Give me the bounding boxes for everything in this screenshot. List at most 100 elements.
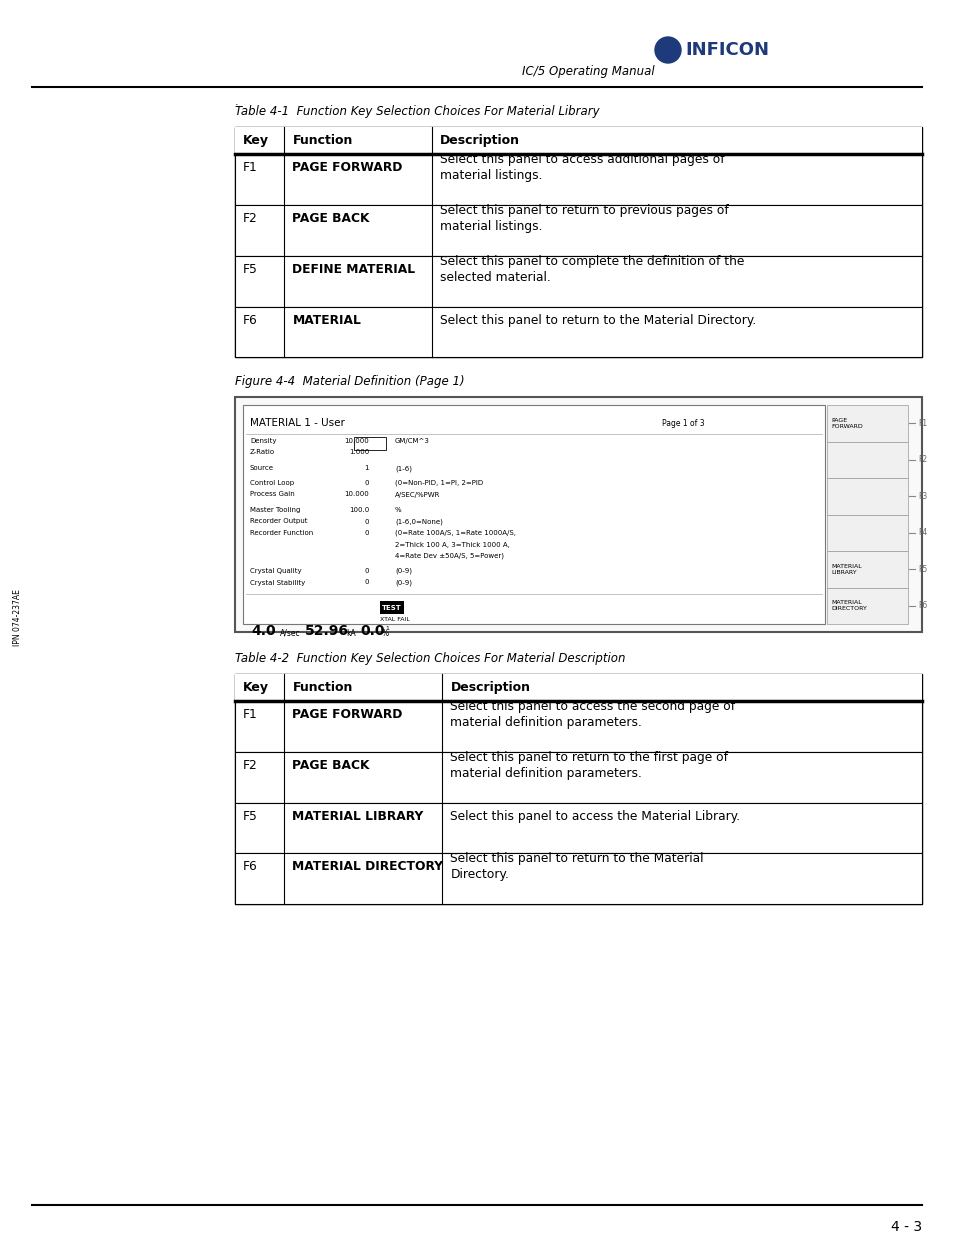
Text: kA: kA [346, 629, 355, 638]
Text: F2: F2 [917, 456, 926, 464]
Text: F5: F5 [917, 564, 926, 574]
Text: 10.000: 10.000 [344, 438, 369, 445]
Text: Source: Source [250, 466, 274, 471]
Text: Key: Key [243, 680, 269, 694]
Text: 4=Rate Dev ±50A/S, 5=Power): 4=Rate Dev ±50A/S, 5=Power) [395, 553, 503, 559]
Text: %: % [381, 629, 389, 638]
Bar [234, 701, 921, 752]
Bar [826, 551, 907, 588]
Text: DEFINE MATERIAL: DEFINE MATERIAL [293, 263, 416, 277]
Text: material definition parameters.: material definition parameters. [450, 716, 641, 729]
Text: Select this panel to access additional pages of: Select this panel to access additional p… [439, 153, 724, 167]
Text: Recorder Output: Recorder Output [250, 519, 307, 525]
Text: INFICON: INFICON [684, 41, 768, 59]
Bar [826, 588, 907, 624]
Text: Table 4-1  Function Key Selection Choices For Material Library: Table 4-1 Function Key Selection Choices… [234, 105, 599, 119]
Text: TEST: TEST [382, 604, 401, 610]
Text: 1: 1 [364, 466, 369, 471]
Text: IPN 074-237AE: IPN 074-237AE [13, 589, 23, 646]
Text: F1: F1 [243, 161, 257, 174]
Text: F2: F2 [243, 760, 257, 772]
Text: F5: F5 [243, 263, 257, 277]
Text: Description: Description [450, 680, 530, 694]
Text: A/sec: A/sec [280, 629, 300, 638]
Text: .: . [234, 98, 238, 107]
Text: IC/5 Operating Manual: IC/5 Operating Manual [522, 65, 655, 79]
Bar [234, 396, 921, 632]
Text: F6: F6 [917, 601, 926, 610]
Text: 1.000: 1.000 [349, 450, 369, 456]
Text: MATERIAL
LIBRARY: MATERIAL LIBRARY [830, 563, 861, 574]
Text: 1: 1 [385, 626, 389, 631]
Text: F6: F6 [243, 860, 257, 873]
Text: F2: F2 [243, 212, 257, 225]
Text: Crystal Stability: Crystal Stability [250, 579, 305, 585]
Text: 100.0: 100.0 [349, 508, 369, 513]
Bar [826, 478, 907, 515]
Circle shape [655, 37, 680, 63]
Bar [826, 515, 907, 551]
Bar [234, 674, 921, 701]
Text: 0: 0 [364, 519, 369, 525]
Bar [234, 308, 921, 357]
Text: F3: F3 [917, 492, 926, 500]
Text: MATERIAL
DIRECTORY: MATERIAL DIRECTORY [830, 600, 866, 611]
Text: selected material.: selected material. [439, 270, 550, 284]
Text: Select this panel to access the Material Library.: Select this panel to access the Material… [450, 810, 740, 823]
Text: PAGE BACK: PAGE BACK [293, 760, 370, 772]
Text: material listings.: material listings. [439, 220, 542, 233]
Text: GM/CM^3: GM/CM^3 [395, 438, 430, 445]
Text: %: % [395, 508, 401, 513]
Text: Select this panel to complete the definition of the: Select this panel to complete the defini… [439, 256, 743, 268]
Bar [379, 601, 403, 614]
Bar [243, 405, 824, 624]
Text: Function: Function [293, 135, 353, 147]
Text: Crystal Quality: Crystal Quality [250, 568, 301, 574]
Text: Description: Description [439, 135, 519, 147]
Text: A/SEC/%PWR: A/SEC/%PWR [395, 492, 440, 498]
Text: material listings.: material listings. [439, 169, 542, 182]
Bar [354, 437, 386, 450]
Text: Figure 4-4  Material Definition (Page 1): Figure 4-4 Material Definition (Page 1) [234, 375, 464, 388]
Text: Page 1 of 3: Page 1 of 3 [661, 419, 704, 427]
Text: Master Tooling: Master Tooling [250, 508, 300, 513]
Text: Control Loop: Control Loop [250, 480, 294, 487]
Text: 2=Thick 100 A, 3=Thick 1000 A,: 2=Thick 100 A, 3=Thick 1000 A, [395, 541, 509, 547]
Text: (0=Non-PID, 1=PI, 2=PID: (0=Non-PID, 1=PI, 2=PID [395, 480, 482, 487]
Text: F1: F1 [917, 419, 926, 427]
Text: material definition parameters.: material definition parameters. [450, 767, 641, 779]
Text: 52.96: 52.96 [305, 624, 349, 638]
Text: Function: Function [293, 680, 353, 694]
Text: Directory.: Directory. [450, 868, 509, 881]
Text: MATERIAL 1 - User: MATERIAL 1 - User [250, 417, 345, 429]
Text: 4 - 3: 4 - 3 [890, 1220, 921, 1234]
Text: Density: Density [250, 438, 276, 445]
Bar [234, 853, 921, 904]
Bar [234, 127, 921, 154]
Text: PAGE
FORWARD: PAGE FORWARD [830, 417, 862, 429]
Text: (1-6): (1-6) [395, 466, 412, 472]
Text: F4: F4 [917, 529, 926, 537]
Bar [234, 256, 921, 308]
Text: MATERIAL LIBRARY: MATERIAL LIBRARY [293, 810, 423, 823]
Bar [234, 674, 921, 904]
Text: Process Gain: Process Gain [250, 492, 294, 498]
Text: MATERIAL: MATERIAL [293, 314, 361, 326]
Text: F5: F5 [243, 810, 257, 823]
Text: Z-Ratio: Z-Ratio [250, 450, 274, 456]
Bar [234, 752, 921, 803]
Text: 4.0: 4.0 [251, 624, 275, 638]
Text: MATERIAL DIRECTORY: MATERIAL DIRECTORY [293, 860, 443, 873]
Text: PAGE BACK: PAGE BACK [293, 212, 370, 225]
Bar [826, 405, 907, 441]
Text: 0: 0 [364, 530, 369, 536]
Bar [234, 127, 921, 357]
Text: (0-9): (0-9) [395, 568, 412, 574]
Text: 10.000: 10.000 [344, 492, 369, 498]
Text: F6: F6 [243, 314, 257, 326]
Text: F1: F1 [243, 708, 257, 721]
Text: Select this panel to return to the Material: Select this panel to return to the Mater… [450, 852, 703, 866]
Bar [234, 205, 921, 256]
Text: Select this panel to access the second page of: Select this panel to access the second p… [450, 700, 735, 714]
Text: 0: 0 [364, 480, 369, 487]
